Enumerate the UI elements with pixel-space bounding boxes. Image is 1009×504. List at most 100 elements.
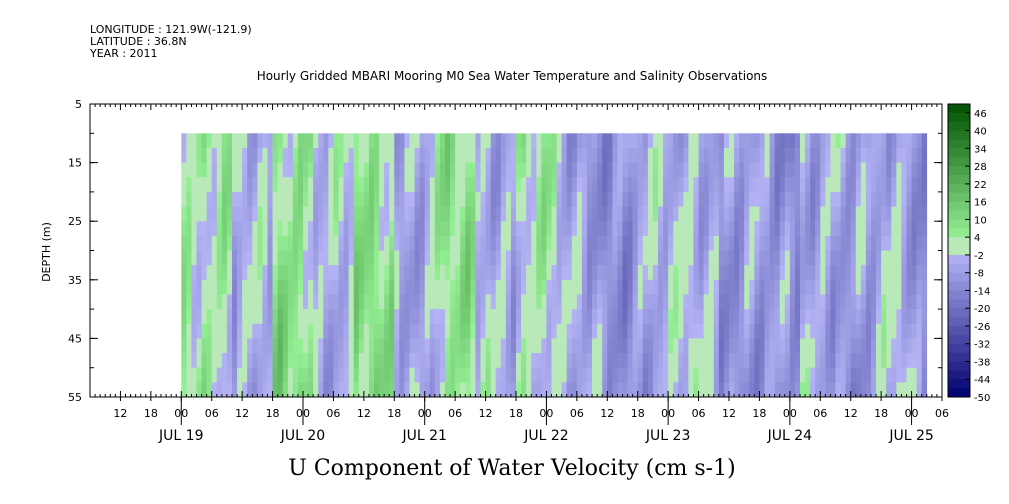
heatmap-cell bbox=[333, 279, 339, 295]
colorbar-swatch bbox=[948, 352, 970, 362]
heatmap-cell bbox=[820, 279, 826, 295]
heatmap-cell bbox=[282, 294, 289, 310]
heatmap-cell bbox=[287, 265, 294, 281]
heatmap-cell bbox=[642, 235, 649, 251]
heatmap-cell bbox=[581, 162, 588, 178]
heatmap-cell bbox=[784, 177, 791, 193]
heatmap-cell bbox=[556, 147, 562, 163]
heatmap-cell bbox=[850, 177, 857, 193]
heatmap-cell bbox=[308, 206, 314, 222]
heatmap-cell bbox=[541, 235, 547, 251]
heatmap-cell bbox=[617, 221, 623, 237]
heatmap-cell bbox=[490, 323, 497, 339]
heatmap-cell bbox=[622, 235, 628, 251]
heatmap-cell bbox=[465, 367, 471, 383]
heatmap-cell bbox=[510, 221, 517, 237]
heatmap-cell bbox=[637, 338, 644, 354]
heatmap-cell bbox=[485, 265, 491, 281]
heatmap-cell bbox=[460, 177, 466, 193]
heatmap-cell bbox=[678, 279, 684, 295]
heatmap-cell bbox=[739, 309, 745, 325]
colorbar-label: 4 bbox=[974, 233, 980, 244]
heatmap-cell bbox=[916, 147, 923, 163]
colorbar-label: 16 bbox=[974, 198, 987, 209]
heatmap-cell bbox=[439, 309, 446, 325]
heatmap-cell bbox=[338, 133, 344, 149]
heatmap-cell bbox=[232, 338, 238, 354]
heatmap-cell bbox=[597, 221, 603, 237]
heatmap-cell bbox=[794, 133, 801, 149]
heatmap-cell bbox=[632, 323, 639, 339]
heatmap-cell bbox=[419, 294, 426, 310]
heatmap-cell bbox=[237, 309, 243, 325]
colorbar-swatch bbox=[948, 325, 970, 336]
heatmap-cell bbox=[348, 309, 355, 325]
heatmap-cell bbox=[379, 235, 385, 251]
heatmap-cell bbox=[658, 250, 664, 266]
heatmap-cell bbox=[845, 279, 852, 295]
heatmap-cell bbox=[632, 367, 639, 383]
heatmap-cell bbox=[835, 338, 841, 354]
heatmap-cell bbox=[688, 367, 694, 383]
heatmap-cell bbox=[439, 177, 446, 193]
heatmap-cell bbox=[404, 206, 410, 222]
heatmap-cell bbox=[860, 279, 867, 295]
heatmap-cell bbox=[434, 221, 441, 237]
heatmap-cell bbox=[414, 235, 420, 251]
heatmap-cell bbox=[688, 382, 694, 398]
heatmap-cell bbox=[516, 250, 522, 266]
heatmap-cell bbox=[450, 279, 456, 295]
heatmap-cell bbox=[637, 206, 644, 222]
heatmap-cell bbox=[206, 265, 213, 281]
heatmap-cell bbox=[221, 265, 228, 281]
heatmap-cell bbox=[668, 309, 674, 325]
heatmap-cell bbox=[516, 206, 522, 222]
heatmap-cell bbox=[460, 235, 466, 251]
heatmap-cell bbox=[541, 133, 547, 149]
heatmap-cell bbox=[272, 221, 278, 237]
heatmap-cell bbox=[637, 191, 644, 207]
heatmap-cell bbox=[358, 177, 365, 193]
colorbar-swatch bbox=[948, 237, 970, 247]
heatmap-cell bbox=[521, 294, 527, 310]
heatmap-cell bbox=[536, 367, 542, 383]
heatmap-cell bbox=[658, 309, 664, 325]
heatmap-cell bbox=[379, 162, 385, 178]
heatmap-cell bbox=[368, 309, 375, 325]
heatmap-cell bbox=[744, 323, 750, 339]
heatmap-cell bbox=[470, 294, 476, 310]
heatmap-cell bbox=[749, 309, 755, 325]
heatmap-cell bbox=[774, 162, 781, 178]
heatmap-cell bbox=[749, 294, 755, 310]
heatmap-cell bbox=[338, 177, 344, 193]
heatmap-cell bbox=[277, 221, 284, 237]
heatmap-cell bbox=[277, 265, 284, 281]
heatmap-cell bbox=[389, 235, 395, 251]
heatmap-cell bbox=[394, 133, 400, 149]
heatmap-cell bbox=[536, 250, 542, 266]
heatmap-cell bbox=[850, 191, 857, 207]
heatmap-cell bbox=[531, 133, 537, 149]
heatmap-cell bbox=[901, 162, 907, 178]
heatmap-cell bbox=[551, 177, 557, 193]
heatmap-cell bbox=[876, 265, 882, 281]
heatmap-cell bbox=[739, 367, 745, 383]
heatmap-cell bbox=[754, 147, 760, 163]
heatmap-cell bbox=[308, 323, 314, 339]
heatmap-cell bbox=[617, 265, 623, 281]
heatmap-cell bbox=[394, 323, 400, 339]
heatmap-cell bbox=[652, 279, 659, 295]
heatmap-cell bbox=[901, 191, 907, 207]
heatmap-cell bbox=[668, 338, 674, 354]
heatmap-cell bbox=[516, 382, 522, 398]
heatmap-cell bbox=[460, 323, 466, 339]
heatmap-cell bbox=[272, 309, 278, 325]
heatmap-cell bbox=[886, 294, 892, 310]
heatmap-cell bbox=[445, 206, 451, 222]
heatmap-cell bbox=[475, 221, 481, 237]
heatmap-cell bbox=[739, 250, 745, 266]
heatmap-cell bbox=[429, 250, 436, 266]
heatmap-cell bbox=[642, 309, 649, 325]
colorbar-label: -32 bbox=[974, 340, 990, 351]
